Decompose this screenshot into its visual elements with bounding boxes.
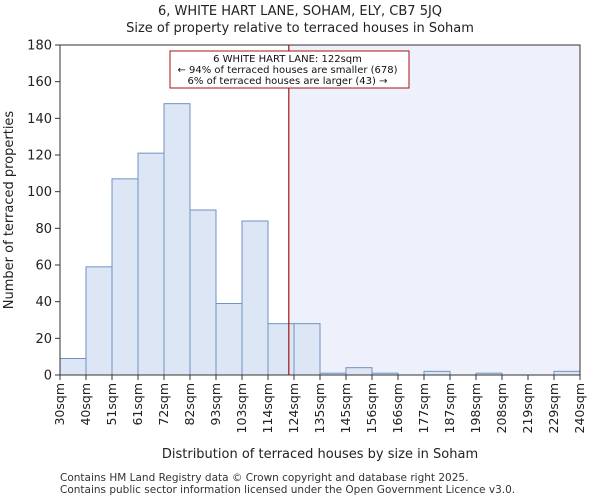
highlight-region — [288, 45, 580, 375]
annotation-line: ← 94% of terraced houses are smaller (67… — [177, 65, 397, 76]
annotation-line: 6 WHITE HART LANE: 122sqm — [213, 54, 362, 65]
histogram-bar — [189, 209, 217, 376]
x-tick-label: 82sqm — [182, 383, 197, 426]
chart-subtitle: Size of property relative to terraced ho… — [126, 21, 474, 36]
x-tick-label: 166sqm — [390, 383, 405, 433]
histogram-bar — [345, 367, 373, 376]
histogram-bar — [423, 370, 451, 376]
y-tick-label: 20 — [35, 332, 52, 347]
histogram-bar — [85, 266, 113, 376]
y-tick-label: 80 — [35, 222, 52, 237]
x-tick-label: 30sqm — [52, 383, 67, 426]
chart-title: 6, WHITE HART LANE, SOHAM, ELY, CB7 5JQ — [157, 4, 443, 19]
x-tick-label: 156sqm — [364, 383, 379, 433]
x-tick-label: 114sqm — [260, 383, 275, 433]
x-tick-label: 51sqm — [104, 383, 119, 426]
histogram-bar — [163, 103, 191, 376]
histogram-bar — [267, 323, 295, 376]
x-tick-label: 240sqm — [572, 383, 587, 433]
x-tick-label: 103sqm — [234, 383, 249, 433]
y-tick-label: 0 — [44, 369, 52, 384]
x-tick-label: 124sqm — [286, 383, 301, 433]
annotation-line: 6% of terraced houses are larger (43) → — [188, 76, 388, 87]
x-tick-label: 208sqm — [494, 383, 509, 433]
x-tick-label: 40sqm — [78, 383, 93, 426]
histogram-bar — [553, 370, 581, 376]
y-tick-label: 140 — [27, 112, 52, 127]
x-tick-label: 93sqm — [208, 383, 223, 426]
y-tick-label: 120 — [27, 149, 52, 164]
y-tick-label: 60 — [35, 259, 52, 274]
y-tick-label: 40 — [35, 295, 52, 310]
x-axis-label: Distribution of terraced houses by size … — [162, 447, 478, 462]
y-tick-label: 180 — [27, 39, 52, 54]
footer-line-1: Contains HM Land Registry data © Crown c… — [60, 472, 469, 484]
x-tick-label: 229sqm — [546, 383, 561, 433]
x-tick-label: 61sqm — [130, 383, 145, 426]
y-tick-label: 160 — [27, 75, 52, 90]
x-tick-label: 72sqm — [156, 383, 171, 426]
histogram-bar — [215, 303, 243, 376]
histogram-bar — [241, 220, 269, 376]
x-tick-label: 145sqm — [338, 383, 353, 433]
x-tick-label: 219sqm — [520, 383, 535, 433]
histogram-bar — [137, 152, 165, 376]
footer-line-2: Contains public sector information licen… — [60, 484, 516, 496]
x-tick-label: 177sqm — [416, 383, 431, 433]
y-tick-label: 100 — [27, 185, 52, 200]
x-tick-label: 135sqm — [312, 383, 327, 433]
x-tick-label: 187sqm — [442, 383, 457, 433]
x-tick-label: 198sqm — [468, 383, 483, 433]
histogram-bar — [111, 178, 139, 376]
annotation-box — [169, 50, 410, 89]
y-axis-label: Number of terraced properties — [2, 111, 17, 310]
histogram-bar — [59, 358, 87, 376]
histogram-bar — [293, 323, 321, 376]
